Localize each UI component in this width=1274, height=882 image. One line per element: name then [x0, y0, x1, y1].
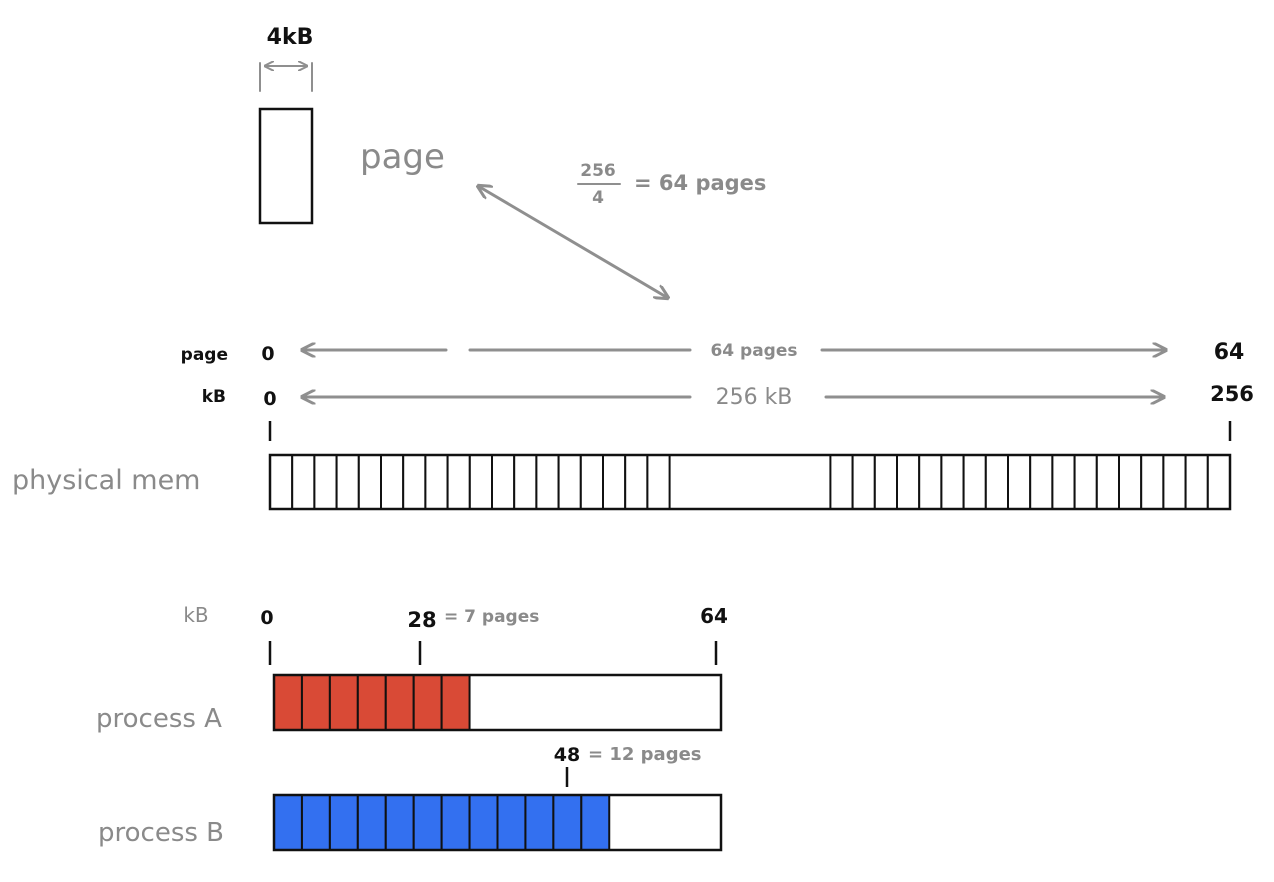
process-page-cell [496, 794, 527, 851]
process-page-cell [580, 794, 611, 851]
physical-page-cell [335, 454, 360, 510]
process-b-bar [272, 793, 723, 852]
physical-page-cell [984, 454, 1009, 510]
physical-page-cell [624, 454, 649, 510]
physical-page-cell [1206, 454, 1232, 510]
process-page-cell [273, 794, 303, 851]
physical-page-cell [1007, 454, 1032, 510]
physical-page-cell [1162, 454, 1187, 510]
kb-axis-unit: kB [202, 387, 226, 407]
physical-page-cell [1095, 454, 1121, 510]
kb-axis-start: 0 [263, 388, 276, 410]
page-size-label: 4kB [267, 25, 314, 50]
physical-page-cell [1073, 454, 1098, 510]
page-axis-end: 64 [1214, 340, 1245, 365]
process-axis-unit: kB [183, 603, 208, 627]
single-page-box [258, 107, 314, 225]
physical-page-cell [357, 454, 382, 510]
process-b-label: process B [98, 818, 224, 848]
physical-page-cell [446, 454, 471, 510]
page-axis-unit: page [181, 345, 228, 365]
process-a-pages [273, 674, 471, 731]
physical-page-cell [1184, 454, 1209, 510]
physical-mem-pages [269, 454, 1232, 510]
page-to-memory-arrow [478, 186, 668, 298]
physical-page-cell [1051, 454, 1076, 510]
physical-page-cell [491, 454, 516, 510]
process-a-marker-value: 28 [407, 608, 436, 632]
physical-page-cell [402, 454, 427, 510]
formula-result: = 64 pages [634, 171, 766, 195]
page-axis-start: 0 [261, 343, 274, 365]
physical-page-cell [829, 454, 854, 510]
physical-mem-bar [268, 453, 1232, 511]
kb-axis-end: 256 [1210, 382, 1254, 406]
process-page-cell [468, 794, 499, 851]
formula-numerator: 256 [580, 161, 616, 181]
physical-page-cell [535, 454, 560, 510]
process-page-cell [440, 674, 471, 731]
physical-page-cell [380, 454, 405, 510]
physical-page-cell [424, 454, 449, 510]
physical-page-cell [1118, 454, 1143, 510]
process-page-cell [328, 674, 359, 731]
physical-page-cell [579, 454, 604, 510]
process-page-cell [384, 674, 415, 731]
physical-page-cell [468, 454, 493, 510]
physical-mem-label: physical mem [12, 465, 201, 496]
physical-page-cell [873, 454, 898, 510]
process-axis-end: 64 [700, 604, 728, 628]
process-a-marker-note: = 7 pages [444, 607, 539, 627]
process-a-label: process A [96, 704, 222, 734]
physical-page-cell [1029, 454, 1054, 510]
formula-denominator: 4 [592, 188, 604, 208]
process-page-cell [552, 794, 583, 851]
process-b-pages [273, 794, 611, 851]
page-label: page [360, 137, 445, 177]
process-page-cell [412, 674, 443, 731]
process-page-cell [384, 794, 415, 851]
process-a-bar [272, 673, 723, 732]
physical-page-cell [269, 454, 294, 510]
process-page-cell [440, 794, 471, 851]
process-page-cell [300, 674, 331, 731]
physical-page-cell [896, 454, 921, 510]
process-axis-start: 0 [260, 607, 273, 629]
process-page-cell [524, 794, 555, 851]
process-page-cell [328, 794, 359, 851]
physical-page-cell [557, 454, 582, 510]
process-page-cell [273, 674, 303, 731]
physical-page-cell [851, 454, 876, 510]
page-axis-span: 64 pages [710, 341, 797, 361]
physical-page-cell [646, 454, 671, 510]
physical-page-cell [940, 454, 965, 510]
process-page-cell [356, 674, 387, 731]
process-page-cell [356, 794, 387, 851]
physical-page-cell [962, 454, 987, 510]
physical-page-cell [291, 454, 316, 510]
process-page-cell [300, 794, 331, 851]
process-page-cell [412, 794, 443, 851]
physical-page-cell [918, 454, 943, 510]
process-b-marker-value: 48 [554, 744, 580, 766]
physical-page-cell [313, 454, 338, 510]
physical-page-cell [513, 454, 538, 510]
physical-page-cell [602, 454, 627, 510]
process-b-marker-note: = 12 pages [588, 744, 702, 765]
physical-page-cell [1140, 454, 1165, 510]
kb-axis-span: 256 kB [716, 385, 793, 410]
